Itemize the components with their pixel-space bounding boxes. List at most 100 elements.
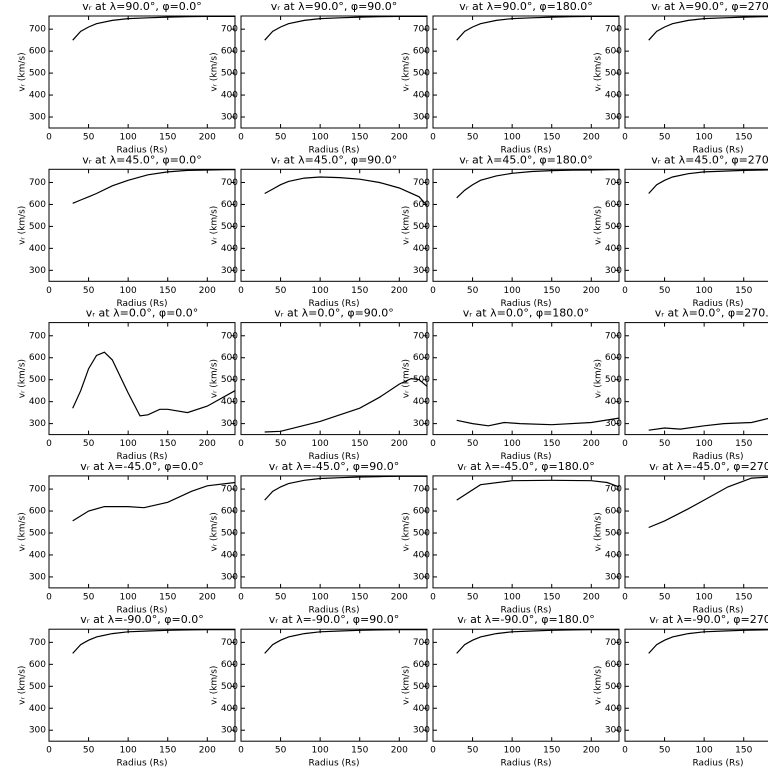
panel: vᵣ at λ=-45.0°, φ=270.0° Radius (Rs) vᵣ (k… [594,460,768,615]
x-tick-label: 100 [696,439,713,449]
chart-title: vᵣ at λ=-90.0°, φ=90.0° [269,613,400,626]
y-tick-label: 300 [221,726,238,736]
y-tick-label: 300 [221,419,238,429]
y-tick-label: 400 [29,91,46,101]
x-tick-label: 0 [46,439,52,449]
x-tick-label: 150 [159,286,176,296]
y-tick-label: 500 [221,222,238,232]
x-tick-label: 150 [351,286,368,296]
y-tick-label: 600 [413,200,430,210]
x-tick-label: 150 [735,286,752,296]
y-tick-label: 400 [605,397,622,407]
x-tick-label: 100 [504,133,521,143]
y-tick-label: 400 [221,397,238,407]
line [72,15,235,41]
x-tick-label: 200 [583,133,600,143]
x-tick-label: 100 [504,439,521,449]
line [72,169,235,204]
x-tick-label: 0 [622,592,628,602]
y-tick-label: 700 [221,331,238,341]
x-axis-label: Radius (Rs) [116,146,167,156]
y-tick-label: 600 [221,507,238,517]
line [648,629,768,654]
y-axis-label: vᵣ (km/s) [210,512,220,551]
line [72,481,236,522]
y-axis-label: vᵣ (km/s) [594,512,604,551]
y-axis-label: vᵣ (km/s) [402,666,412,705]
panel: vᵣ at λ=-90.0°, φ=0.0° Radius (Rs) vᵣ (km/… [18,613,236,768]
y-axis-label: vᵣ (km/s) [594,359,604,398]
y-tick-label: 300 [605,113,622,123]
chart-title: vᵣ at λ=-45.0°, φ=180.0° [457,460,595,473]
x-tick-label: 100 [696,592,713,602]
y-tick-label: 300 [605,419,622,429]
y-tick-label: 300 [413,113,430,123]
line [648,16,768,41]
line [456,479,620,501]
panel: vᵣ at λ=0.0°, φ=270.0° Radius (Rs) vᵣ (km/… [594,307,768,462]
plot-frame [240,628,428,742]
x-axis-label: Radius (Rs) [308,605,359,615]
panel: vᵣ at λ=-90.0°, φ=270.0° Radius (Rs) vᵣ (k… [594,613,768,768]
x-axis-label: Radius (Rs) [500,452,551,462]
y-tick-label: 700 [605,25,622,35]
x-tick-label: 200 [199,286,216,296]
y-tick-label: 400 [413,397,430,407]
plot-frame [432,628,620,742]
y-tick-label: 400 [413,244,430,254]
x-axis-label: Radius (Rs) [308,299,359,309]
y-axis-label: vᵣ (km/s) [18,52,28,91]
y-tick-label: 500 [221,682,238,692]
chart-title: vᵣ at λ=45.0°, φ=90.0° [271,153,398,166]
y-tick-label: 300 [413,419,430,429]
y-tick-label: 600 [413,507,430,517]
plot-frame [624,475,768,589]
x-tick-label: 50 [659,439,671,449]
x-tick-label: 200 [391,592,408,602]
line [648,417,768,431]
y-tick-label: 600 [221,660,238,670]
plot-frame [432,15,620,129]
panel: vᵣ at λ=0.0°, φ=90.0° Radius (Rs) vᵣ (km/s… [210,307,428,462]
x-tick-label: 100 [504,286,521,296]
panel: vᵣ at λ=-45.0°, φ=0.0° Radius (Rs) vᵣ (km/… [18,460,236,615]
x-tick-label: 150 [351,592,368,602]
plot-frame [240,15,428,129]
x-tick-label: 200 [391,439,408,449]
x-tick-label: 0 [238,286,244,296]
y-tick-label: 700 [413,25,430,35]
y-tick-label: 500 [605,528,622,538]
x-axis-label: Radius (Rs) [308,759,359,768]
y-tick-label: 300 [221,572,238,582]
y-axis-label: vᵣ (km/s) [594,52,604,91]
y-tick-label: 600 [413,660,430,670]
x-tick-label: 200 [583,286,600,296]
y-axis-label: vᵣ (km/s) [18,359,28,398]
panel: vᵣ at λ=45.0°, φ=90.0° Radius (Rs) vᵣ (km/… [210,153,428,309]
y-tick-label: 600 [29,507,46,517]
x-tick-label: 100 [120,286,137,296]
x-tick-label: 50 [275,133,287,143]
x-tick-label: 150 [351,133,368,143]
x-tick-label: 50 [659,286,671,296]
y-tick-label: 300 [605,572,622,582]
y-tick-label: 500 [221,375,238,385]
y-tick-label: 600 [605,507,622,517]
x-tick-label: 150 [543,133,560,143]
y-tick-label: 600 [413,47,430,57]
line [72,351,236,417]
x-tick-label: 150 [351,746,368,756]
y-tick-label: 400 [605,704,622,714]
plot-frame [240,168,428,282]
line [264,377,428,433]
x-axis-label: Radius (Rs) [116,759,167,768]
y-tick-label: 700 [221,25,238,35]
x-tick-label: 0 [238,133,244,143]
x-tick-label: 100 [312,746,329,756]
x-tick-label: 150 [543,286,560,296]
x-tick-label: 0 [238,592,244,602]
y-tick-label: 300 [413,726,430,736]
y-tick-label: 400 [413,550,430,560]
